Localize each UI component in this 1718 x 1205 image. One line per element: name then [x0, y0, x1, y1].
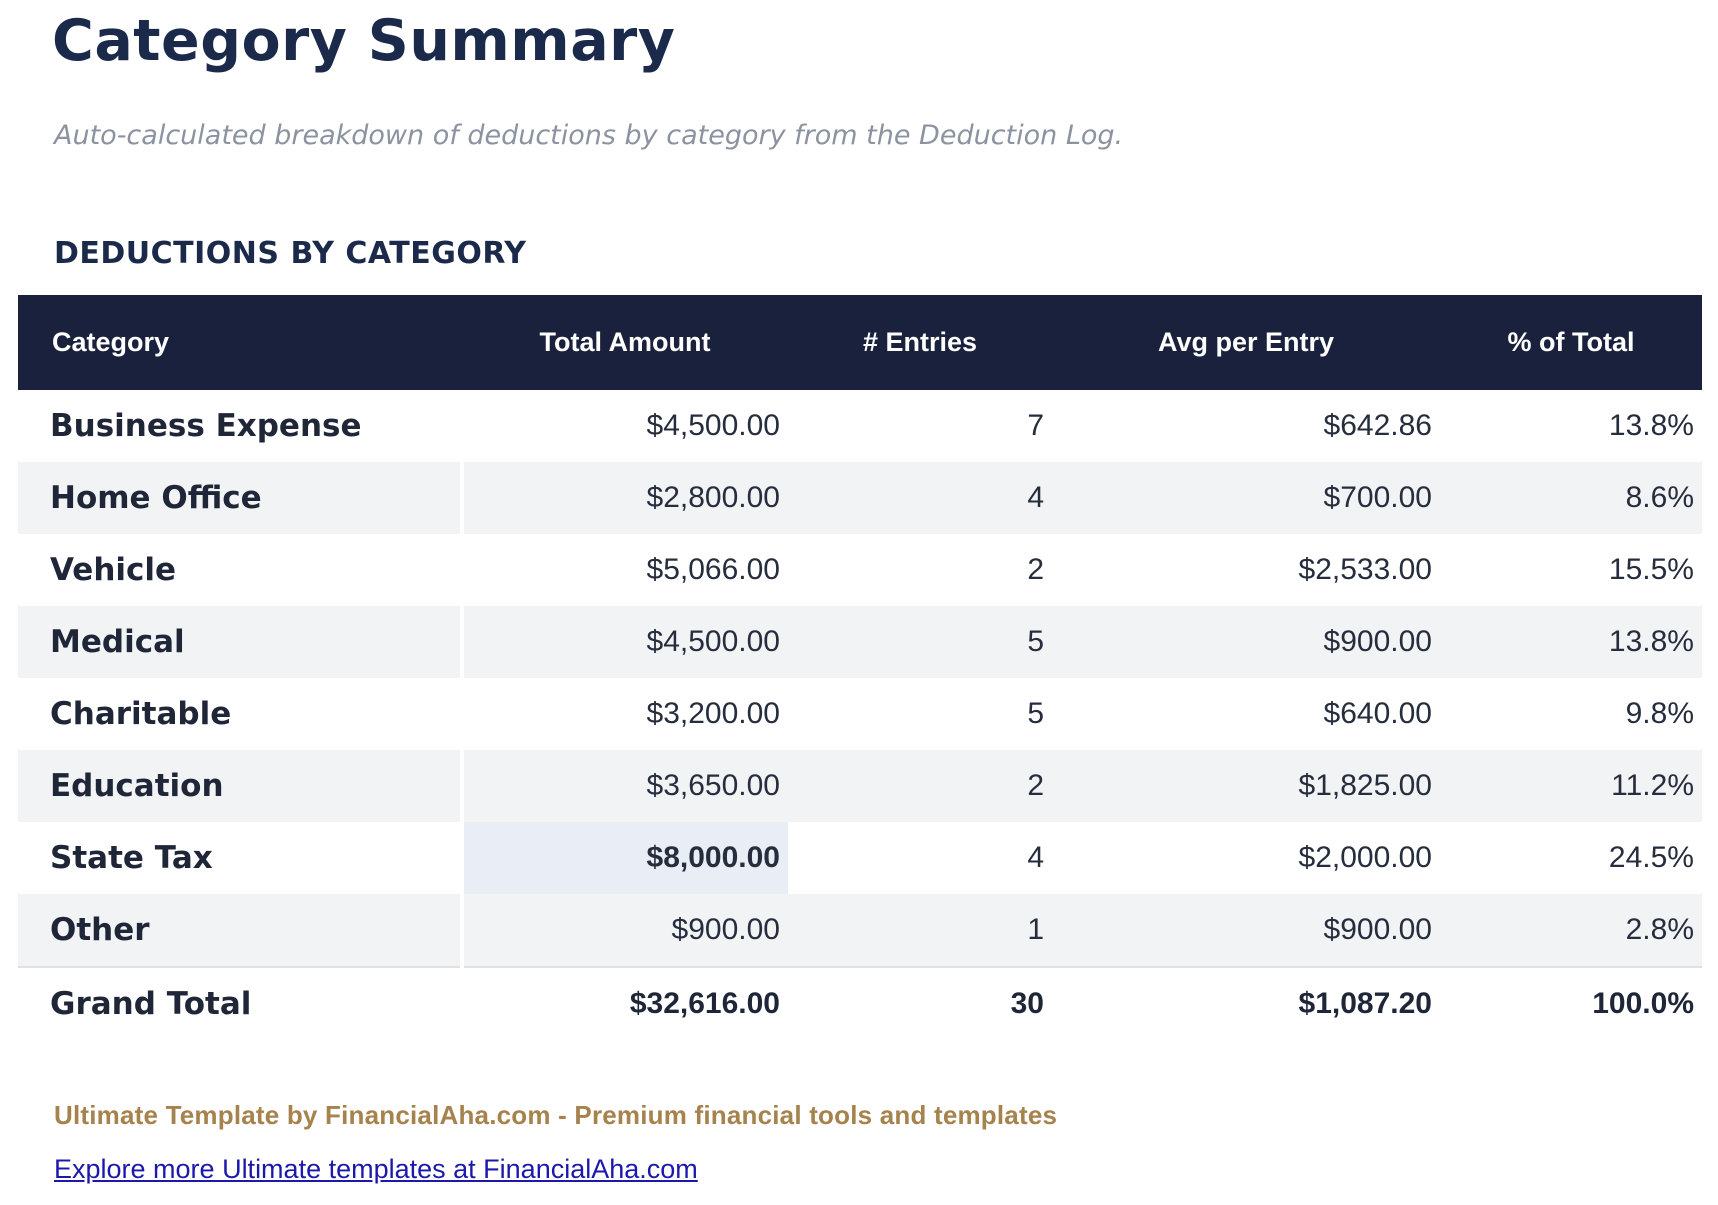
entries-cell: 5: [1027, 697, 1044, 730]
template-credit-text: Ultimate Template by FinancialAha.com - …: [54, 1100, 1058, 1130]
avg-per-entry-cell: $1,825.00: [1052, 750, 1440, 822]
pct-of-total-cell: 11.2%: [1440, 750, 1702, 822]
explore-templates-link[interactable]: Explore more Ultimate templates at Finan…: [54, 1154, 698, 1184]
category-cell: Business Expense: [18, 390, 464, 462]
table-row: Medical $4,500.00 5 $900.00 13.8%: [18, 606, 1702, 678]
page-title: Category Summary: [52, 8, 676, 74]
total-amount-cell: $8,000.00: [462, 822, 788, 894]
avg-per-entry-cell: $2,000.00: [1298, 841, 1432, 874]
entries-cell: 4: [788, 462, 1052, 534]
table-row: Other $900.00 1 $900.00 2.8%: [18, 894, 1702, 967]
deductions-by-category-table: Category Total Amount # Entries Avg per …: [18, 295, 1702, 1040]
avg-per-entry-cell: $642.86: [1323, 409, 1432, 442]
table-row: Charitable $3,200.00 5 $640.00 9.8%: [18, 678, 1702, 750]
table-row: State Tax $8,000.00 4 $2,000.00 24.5%: [18, 822, 1702, 894]
category-cell: Other: [18, 894, 464, 967]
entries-cell: 4: [1027, 841, 1044, 874]
entries-cell: 2: [788, 750, 1052, 822]
pct-of-total-cell: 13.8%: [1608, 409, 1694, 442]
grand-total-label: Grand Total: [18, 966, 462, 1040]
grand-total-avg-per-entry-cell: $1,087.20: [1052, 966, 1440, 1040]
column-header-entries: # Entries: [788, 295, 1052, 390]
section-title: DEDUCTIONS BY CATEGORY: [54, 236, 527, 271]
column-header-category: Category: [18, 295, 462, 390]
table-row: Business Expense $4,500.00 7 $642.86 13.8%: [18, 390, 1702, 462]
entries-cell: 1: [788, 894, 1052, 967]
grand-total-pct-of-total-cell: 100.0%: [1440, 966, 1702, 1040]
grand-total-amount-cell: $32,616.00: [462, 966, 788, 1040]
category-cell: Vehicle: [18, 534, 464, 606]
avg-per-entry-cell: $900.00: [1052, 894, 1440, 967]
table-row: Vehicle $5,066.00 2 $2,533.00 15.5%: [18, 534, 1702, 606]
total-amount-cell: $3,650.00: [462, 750, 788, 822]
table-row: Education $3,650.00 2 $1,825.00 11.2%: [18, 750, 1702, 822]
column-header-total-amount: Total Amount: [462, 295, 788, 390]
pct-of-total-cell: 8.6%: [1440, 462, 1702, 534]
grand-total-row: Grand Total $32,616.00 30 $1,087.20 100.…: [18, 966, 1702, 1040]
entries-cell: 7: [1027, 409, 1044, 442]
entries-cell: 5: [788, 606, 1052, 678]
pct-of-total-cell: 2.8%: [1440, 894, 1702, 967]
total-amount-cell: $2,800.00: [462, 462, 788, 534]
table-footer: Grand Total $32,616.00 30 $1,087.20 100.…: [18, 966, 1702, 1040]
table-body: Business Expense $4,500.00 7 $642.86 13.8% Ho…: [18, 390, 1702, 967]
avg-per-entry-cell: $700.00: [1052, 462, 1440, 534]
category-cell: Medical: [18, 606, 464, 678]
total-amount-cell: $4,500.00: [462, 606, 788, 678]
total-amount-cell: $5,066.00: [646, 553, 780, 586]
column-header-avg-per-entry: Avg per Entry: [1052, 295, 1440, 390]
total-amount-cell: $3,200.00: [646, 697, 780, 730]
category-cell: State Tax: [18, 822, 464, 894]
total-amount-cell: $4,500.00: [646, 409, 780, 442]
grand-total-entries-cell: 30: [788, 966, 1052, 1040]
column-header-pct-of-total: % of Total: [1440, 295, 1702, 390]
total-amount-cell: $900.00: [462, 894, 788, 967]
pct-of-total-cell: 9.8%: [1625, 697, 1694, 730]
pct-of-total-cell: 15.5%: [1608, 553, 1694, 586]
entries-cell: 2: [1027, 553, 1044, 586]
category-cell: Charitable: [18, 678, 464, 750]
avg-per-entry-cell: $2,533.00: [1298, 553, 1432, 586]
category-cell: Home Office: [18, 462, 464, 534]
pct-of-total-cell: 24.5%: [1608, 841, 1694, 874]
pct-of-total-cell: 13.8%: [1440, 606, 1702, 678]
avg-per-entry-cell: $900.00: [1052, 606, 1440, 678]
category-cell: Education: [18, 750, 464, 822]
table-header: Category Total Amount # Entries Avg per …: [18, 295, 1702, 390]
page-subtitle: Auto-calculated breakdown of deductions …: [54, 120, 1124, 151]
table-row: Home Office $2,800.00 4 $700.00 8.6%: [18, 462, 1702, 534]
avg-per-entry-cell: $640.00: [1323, 697, 1432, 730]
table-header-row: Category Total Amount # Entries Avg per …: [18, 295, 1702, 390]
